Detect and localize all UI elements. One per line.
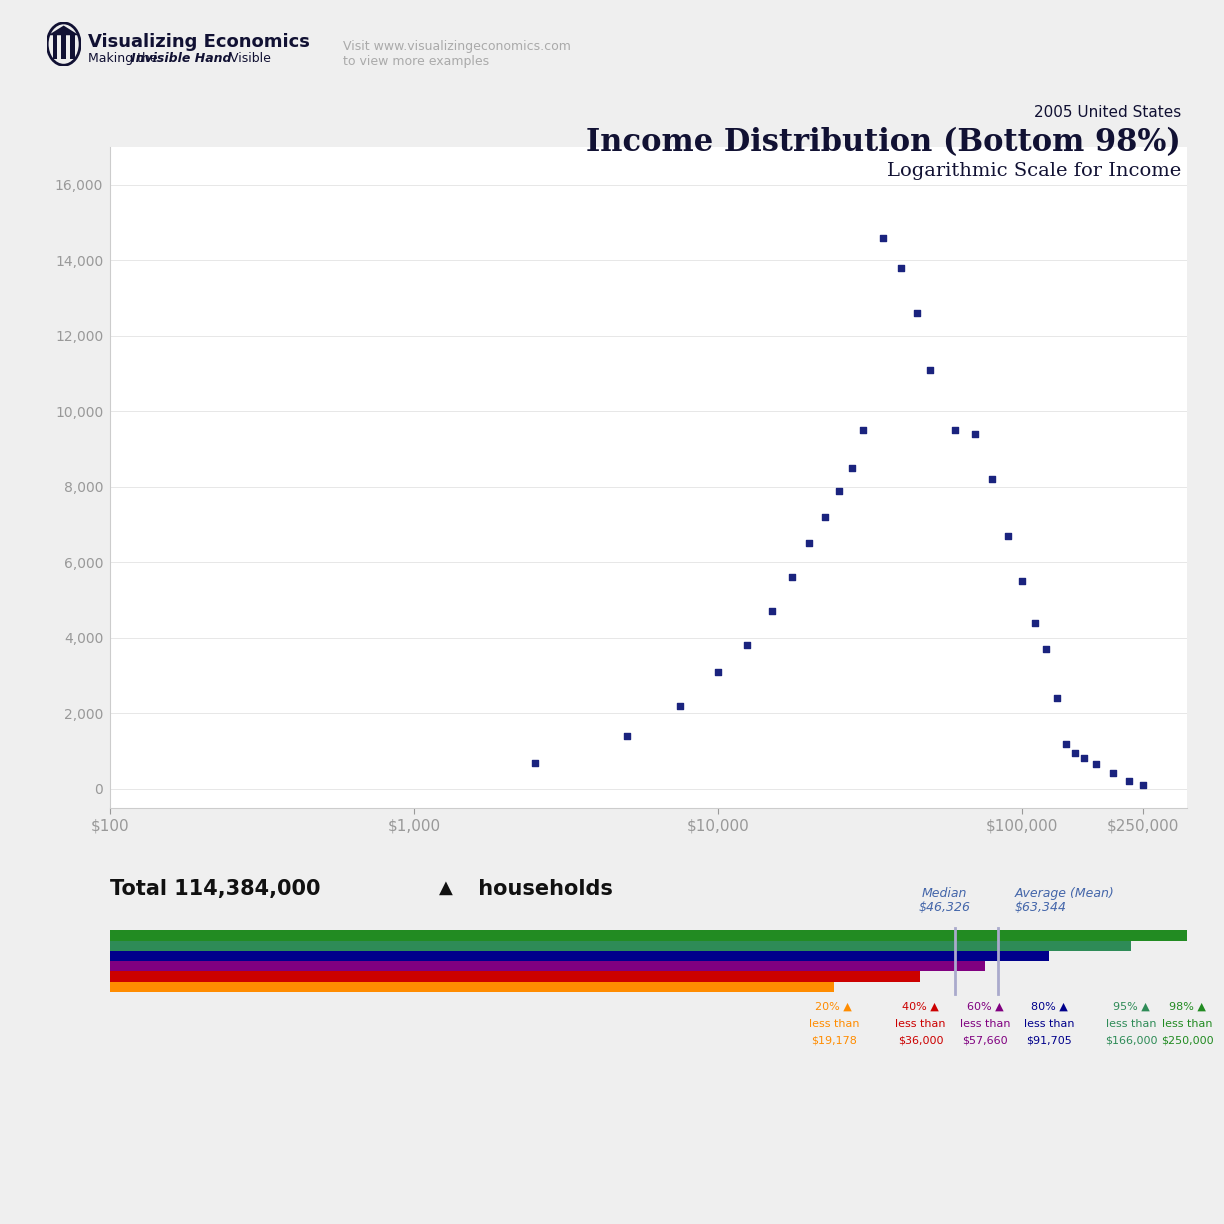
Text: 60% ▲: 60% ▲ bbox=[967, 1001, 1004, 1011]
Text: Visit www.visualizingeconomics.com: Visit www.visualizingeconomics.com bbox=[343, 40, 570, 53]
Point bbox=[782, 568, 802, 588]
Point bbox=[829, 481, 848, 501]
Bar bbox=[110, 930, 1187, 940]
Text: less than: less than bbox=[895, 1018, 946, 1028]
Point bbox=[815, 507, 835, 526]
Point bbox=[1133, 775, 1153, 794]
Text: $63,344: $63,344 bbox=[1015, 901, 1066, 914]
Text: 40% ▲: 40% ▲ bbox=[902, 1001, 939, 1011]
Text: less than: less than bbox=[1024, 1018, 1075, 1028]
Point bbox=[920, 360, 940, 379]
Point bbox=[1075, 748, 1094, 767]
Point bbox=[1047, 689, 1066, 709]
Bar bbox=[110, 951, 1049, 961]
Point bbox=[853, 420, 873, 439]
Point bbox=[999, 526, 1018, 546]
Text: less than: less than bbox=[1105, 1018, 1157, 1028]
Text: Logarithmic Scale for Income: Logarithmic Scale for Income bbox=[887, 162, 1181, 180]
Point bbox=[1119, 771, 1138, 791]
Point bbox=[1066, 743, 1086, 763]
Point bbox=[1104, 763, 1124, 782]
Bar bbox=[110, 961, 985, 972]
Bar bbox=[70, 35, 75, 60]
Point bbox=[709, 662, 728, 682]
Point bbox=[761, 602, 781, 622]
Text: 95% ▲: 95% ▲ bbox=[1113, 1001, 1149, 1011]
Text: less than: less than bbox=[1162, 1018, 1213, 1028]
Bar bbox=[61, 35, 66, 60]
Point bbox=[983, 470, 1002, 490]
Text: Making the: Making the bbox=[88, 53, 162, 65]
Text: Visualizing Economics: Visualizing Economics bbox=[88, 33, 310, 50]
Text: Invisible Hand: Invisible Hand bbox=[131, 53, 231, 65]
Text: 98% ▲: 98% ▲ bbox=[1169, 1001, 1206, 1011]
Point bbox=[965, 425, 984, 444]
Text: less than: less than bbox=[809, 1018, 859, 1028]
Text: Average (Mean): Average (Mean) bbox=[1015, 886, 1114, 900]
Text: $91,705: $91,705 bbox=[1027, 1036, 1072, 1045]
Point bbox=[1012, 572, 1032, 591]
Point bbox=[738, 635, 758, 655]
Point bbox=[842, 458, 862, 477]
Point bbox=[1037, 639, 1056, 659]
Text: to view more examples: to view more examples bbox=[343, 55, 488, 67]
Point bbox=[617, 726, 636, 745]
Point bbox=[799, 534, 819, 553]
Text: $250,000: $250,000 bbox=[1162, 1036, 1213, 1045]
Text: $36,000: $36,000 bbox=[897, 1036, 944, 1045]
Text: less than: less than bbox=[960, 1018, 1011, 1028]
Text: $57,660: $57,660 bbox=[962, 1036, 1009, 1045]
Point bbox=[671, 696, 690, 716]
Text: 80% ▲: 80% ▲ bbox=[1031, 1001, 1067, 1011]
Bar bbox=[110, 982, 834, 991]
Point bbox=[907, 304, 927, 323]
Point bbox=[945, 420, 965, 439]
Text: Income Distribution (Bottom 98%): Income Distribution (Bottom 98%) bbox=[586, 127, 1181, 158]
Text: households: households bbox=[471, 879, 613, 898]
Text: Total 114,384,000: Total 114,384,000 bbox=[110, 879, 328, 898]
Bar bbox=[53, 35, 58, 60]
Point bbox=[525, 753, 545, 772]
Point bbox=[1056, 734, 1076, 754]
Text: $166,000: $166,000 bbox=[1104, 1036, 1157, 1045]
Text: 20% ▲: 20% ▲ bbox=[815, 1001, 852, 1011]
Text: Visible: Visible bbox=[226, 53, 272, 65]
Point bbox=[891, 258, 911, 278]
Text: 2005 United States: 2005 United States bbox=[1034, 105, 1181, 120]
Text: ▲: ▲ bbox=[438, 879, 453, 896]
Bar bbox=[110, 972, 920, 982]
Bar bbox=[110, 940, 1131, 951]
Point bbox=[1024, 613, 1044, 633]
Text: $46,326: $46,326 bbox=[918, 901, 971, 914]
Point bbox=[1086, 754, 1105, 774]
Polygon shape bbox=[48, 26, 80, 35]
Text: $19,178: $19,178 bbox=[810, 1036, 857, 1045]
Text: Median: Median bbox=[922, 886, 967, 900]
Point bbox=[874, 228, 894, 247]
